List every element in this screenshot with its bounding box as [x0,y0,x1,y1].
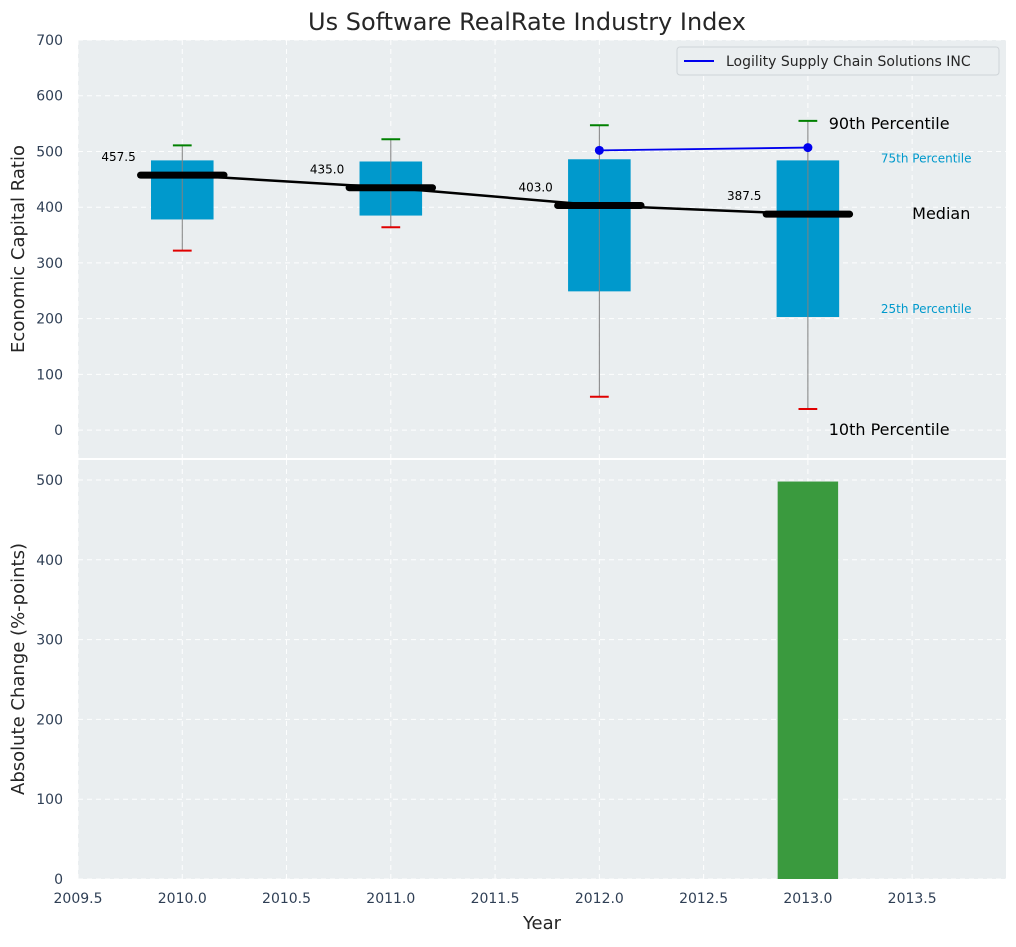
legend-box [676,46,1000,76]
x-tick-label: 2012.0 [575,891,624,907]
annotation-median: Median [912,204,970,223]
company-point [803,143,813,153]
change-bars [777,481,839,879]
bottom-grid [77,460,1006,880]
x-tick-label: 2009.5 [54,891,103,907]
annotation-p25: 25th Percentile [881,302,972,316]
median-value-label: 457.5 [101,150,135,164]
chart-title: Us Software RealRate Industry Index [308,8,746,36]
top-plot-area [78,40,1006,458]
top-y-tick-label: 600 [36,89,63,105]
top-y-tick-label: 200 [36,312,63,328]
bottom-y-tick-label: 100 [36,792,63,808]
company-series [594,143,813,155]
x-tick-labels: 2009.5 2010.0 2010.5 2011.0 2011.5 2012.0 2012… [54,891,937,907]
median-value-label: 435.0 [310,163,344,177]
percentile-annotations: 90th Percentile 75th Percentile Median 25th… [829,114,972,439]
legend-entry-label: Logility Supply Chain Solutions INC [726,54,971,70]
change-bar [777,481,839,879]
bottom-y-axis-label: Absolute Change (%-points) [8,543,29,795]
median-value-label: 403.0 [518,181,552,195]
bottom-y-tick-label: 0 [54,872,63,888]
median-value-label: 387.5 [727,189,761,203]
x-tick-label: 2011.0 [366,891,415,907]
top-y-axis-label: Economic Capital Ratio [8,145,29,353]
bottom-plot-area [78,460,1006,879]
top-y-tick-label: 100 [36,367,63,383]
x-tick-label: 2010.5 [262,891,311,907]
bottom-y-tick-label: 500 [36,473,63,489]
median-trend-polyline [182,173,808,216]
annotation-p10: 10th Percentile [829,420,950,439]
top-y-tick-label: 0 [54,423,63,439]
top-y-tick-label: 500 [36,144,63,160]
annotation-p90: 90th Percentile [829,114,950,133]
bottom-y-tick-label: 200 [36,712,63,728]
x-axis-label: Year [522,913,562,934]
bottom-y-tick-labels: 0 100 200 300 400 500 [36,473,63,888]
bottom-y-tick-label: 400 [36,553,63,569]
x-tick-label: 2011.5 [471,891,520,907]
legend: Logility Supply Chain Solutions INC [676,46,1000,76]
top-y-tick-label: 400 [36,200,63,216]
top-y-tick-labels: 0 100 200 300 400 500 600 700 [36,33,63,439]
x-tick-label: 2013.5 [888,891,937,907]
top-y-tick-label: 300 [36,256,63,272]
median-trend-line [182,173,808,216]
x-tick-label: 2012.5 [679,891,728,907]
top-y-tick-label: 700 [36,33,63,49]
annotation-p75: 75th Percentile [881,151,972,165]
x-tick-label: 2013.0 [783,891,832,907]
x-tick-label: 2010.0 [158,891,207,907]
company-line [599,146,808,152]
bottom-y-tick-label: 300 [36,633,63,649]
top-grid [77,39,1006,458]
company-point [594,145,604,155]
